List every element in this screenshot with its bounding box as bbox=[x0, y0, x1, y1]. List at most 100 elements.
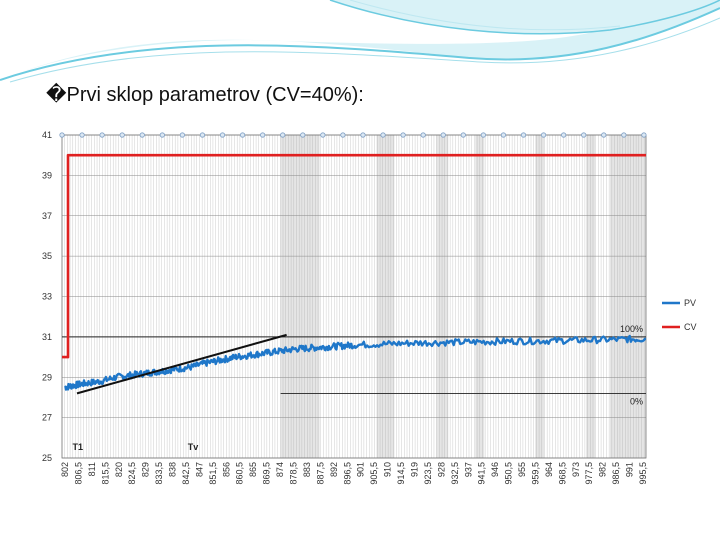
x-tick-label: 883 bbox=[302, 462, 312, 477]
x-tick-label: 923,5 bbox=[423, 462, 433, 485]
x-tick-label: 995,5 bbox=[638, 462, 648, 485]
header-wave-decoration bbox=[0, 0, 720, 83]
x-tick-label: 914,5 bbox=[396, 462, 406, 485]
top-marker bbox=[400, 132, 406, 138]
x-tick-label: 986,5 bbox=[611, 462, 621, 485]
x-tick-label: 824,5 bbox=[127, 462, 137, 485]
top-marker bbox=[219, 132, 226, 138]
reference-lines: 100% 0% bbox=[62, 324, 646, 406]
x-tick-label: 820 bbox=[114, 462, 124, 477]
x-tick-label: 950,5 bbox=[504, 462, 514, 485]
y-tick-label: 37 bbox=[42, 211, 52, 221]
top-marker bbox=[179, 132, 185, 138]
top-marker bbox=[260, 132, 266, 138]
reference-label: 100% bbox=[620, 324, 643, 334]
tangent-line bbox=[76, 333, 287, 395]
x-tick-label: 874 bbox=[275, 462, 285, 477]
x-tick-label: 847 bbox=[194, 462, 204, 477]
y-tick-label: 27 bbox=[42, 413, 52, 423]
x-tick-label: 991 bbox=[625, 462, 635, 477]
x-tick-label: 829 bbox=[141, 462, 151, 477]
wave-fill bbox=[0, 0, 720, 80]
slide-title: �Prvi sklop parametrov (CV=40%): bbox=[46, 84, 364, 106]
reference-label: 0% bbox=[630, 396, 643, 406]
legend-label: CV bbox=[684, 322, 697, 332]
top-marker bbox=[460, 132, 466, 138]
x-tick-label: 802 bbox=[60, 462, 70, 477]
y-axis-labels: 41 39 37 35 33 31 29 27 25 bbox=[42, 130, 52, 463]
x-tick-label: 973 bbox=[571, 462, 581, 477]
x-tick-label: 878,5 bbox=[289, 462, 299, 485]
top-marker bbox=[360, 132, 366, 138]
top-marker bbox=[59, 132, 65, 138]
x-tick-label: 941,5 bbox=[477, 462, 487, 485]
wave-line-1 bbox=[0, 7, 720, 81]
x-tick-label: 851,5 bbox=[208, 462, 218, 485]
x-tick-label: 815,5 bbox=[100, 462, 110, 485]
top-marker bbox=[581, 132, 587, 138]
x-tick-label: 928 bbox=[436, 462, 446, 477]
wave-line-2 bbox=[9, 17, 720, 83]
x-tick-label: 968,5 bbox=[557, 462, 567, 485]
top-marker bbox=[159, 132, 165, 138]
series-lines bbox=[62, 153, 647, 395]
x-tick-label: 964 bbox=[544, 462, 554, 477]
chart-background bbox=[30, 122, 700, 508]
time-annotation: Tv bbox=[188, 442, 199, 452]
x-tick-label: 959,5 bbox=[531, 462, 541, 485]
x-tick-label: 896,5 bbox=[342, 462, 352, 485]
x-tick-label: 937 bbox=[463, 462, 473, 477]
top-marker bbox=[561, 132, 567, 138]
x-tick-label: 887,5 bbox=[315, 462, 325, 485]
top-marker bbox=[300, 132, 306, 138]
x-tick-label: 860,5 bbox=[235, 462, 245, 485]
top-marker bbox=[380, 132, 386, 138]
annotations: T1 Tv bbox=[72, 442, 198, 452]
top-marker bbox=[480, 132, 486, 138]
y-tick-label: 31 bbox=[42, 332, 52, 342]
top-marker bbox=[641, 132, 647, 138]
top-marker bbox=[280, 132, 286, 138]
legend-label: PV bbox=[684, 298, 696, 308]
x-tick-label: 919 bbox=[410, 462, 420, 477]
top-marker bbox=[119, 132, 125, 138]
x-axis-labels: 802 806,5 811 815,5 820 824,5 829 833,5 838 842,5… bbox=[60, 462, 648, 485]
x-tick-label: 905,5 bbox=[369, 462, 379, 485]
x-tick-label: 901 bbox=[356, 462, 366, 477]
top-marker bbox=[440, 132, 446, 138]
x-tick-label: 910 bbox=[383, 462, 393, 477]
top-marker bbox=[199, 132, 206, 138]
top-markers bbox=[59, 132, 647, 138]
time-annotation: T1 bbox=[72, 442, 83, 452]
top-marker bbox=[500, 132, 507, 138]
plot-border bbox=[61, 134, 647, 459]
x-tick-label: 833,5 bbox=[154, 462, 164, 485]
wave-line-3 bbox=[329, 0, 720, 35]
x-tick-label: 892 bbox=[329, 462, 339, 477]
wave-line-4 bbox=[349, 0, 621, 31]
legend: PV CV bbox=[662, 298, 697, 332]
top-marker bbox=[540, 132, 547, 138]
x-tick-label: 955 bbox=[517, 462, 527, 477]
top-marker bbox=[139, 132, 145, 138]
top-marker bbox=[621, 132, 627, 138]
top-marker bbox=[79, 132, 85, 138]
top-marker bbox=[340, 132, 346, 138]
x-tick-label: 842,5 bbox=[181, 462, 191, 485]
y-tick-label: 33 bbox=[42, 292, 52, 302]
x-tick-label: 932,5 bbox=[450, 462, 460, 485]
y-tick-label: 39 bbox=[42, 170, 52, 180]
chart-container: 100% 0% 41 39 37 35 33 31 29 27 25 802 806,5 811 815… bbox=[30, 122, 700, 508]
x-tick-label: 865 bbox=[248, 462, 258, 477]
x-tick-label: 806,5 bbox=[73, 462, 83, 485]
x-tick-label: 838 bbox=[168, 462, 178, 477]
top-marker bbox=[239, 132, 246, 138]
y-tick-label: 41 bbox=[42, 130, 52, 140]
y-tick-label: 35 bbox=[42, 251, 52, 261]
top-marker bbox=[601, 132, 607, 138]
x-tick-label: 946 bbox=[490, 462, 500, 477]
process-response-chart: 100% 0% 41 39 37 35 33 31 29 27 25 802 806,5 811 815… bbox=[30, 122, 700, 508]
x-tick-label: 977,5 bbox=[584, 462, 594, 485]
y-tick-label: 29 bbox=[42, 372, 52, 382]
x-tick-label: 856 bbox=[221, 462, 231, 477]
